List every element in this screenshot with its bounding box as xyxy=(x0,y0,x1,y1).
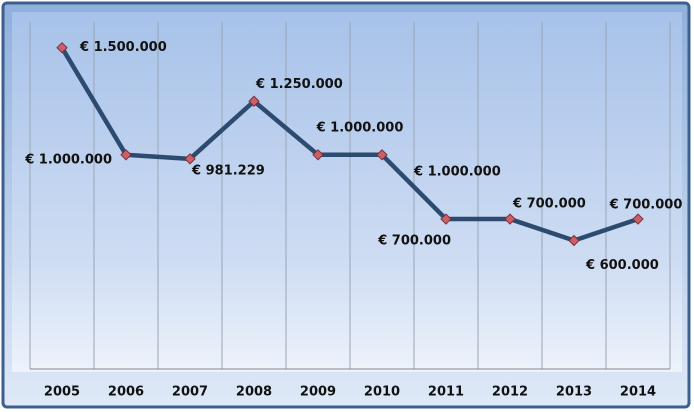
marker xyxy=(440,213,452,225)
data-label: € 1.000.000 xyxy=(24,152,112,167)
data-label: € 981.229 xyxy=(191,163,265,178)
marker xyxy=(120,149,132,161)
x-tick-label: 2014 xyxy=(620,385,656,400)
marker xyxy=(568,234,580,247)
x-tick-label: 2012 xyxy=(492,385,528,400)
marker xyxy=(632,213,644,225)
data-label: € 700.000 xyxy=(512,197,586,212)
data-label: € 1.000.000 xyxy=(413,164,501,179)
marker xyxy=(248,95,260,107)
data-label: € 600.000 xyxy=(585,258,659,273)
x-tick-label: 2008 xyxy=(236,385,272,400)
x-tick-label: 2007 xyxy=(172,385,208,400)
marker xyxy=(184,153,196,165)
data-label: € 700.000 xyxy=(609,198,683,213)
x-tick-label: 2009 xyxy=(300,385,336,400)
data-label: € 1.000.000 xyxy=(316,120,404,135)
x-tick-label: 2013 xyxy=(556,385,592,400)
marker xyxy=(312,149,324,161)
x-tick-label: 2010 xyxy=(364,385,400,400)
data-label: € 1.500.000 xyxy=(79,40,167,55)
data-label: € 1.250.000 xyxy=(255,77,343,92)
line xyxy=(60,46,639,243)
marker xyxy=(504,213,516,225)
marker xyxy=(376,149,388,161)
x-tick-label: 2006 xyxy=(108,385,144,400)
plot-area xyxy=(12,12,682,372)
data-label: € 700.000 xyxy=(377,234,451,249)
x-tick-label: 2005 xyxy=(44,385,80,400)
x-tick-label: 2011 xyxy=(428,385,464,400)
marker xyxy=(56,41,68,54)
